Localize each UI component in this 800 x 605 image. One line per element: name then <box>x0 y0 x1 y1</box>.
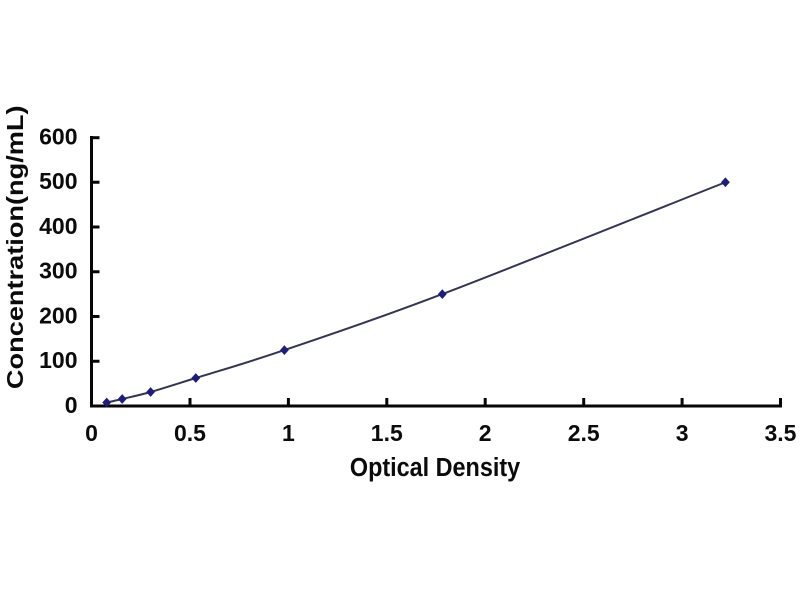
svg-text:2.5: 2.5 <box>568 420 600 446</box>
svg-text:200: 200 <box>39 303 77 329</box>
svg-text:300: 300 <box>39 258 77 284</box>
svg-text:3.5: 3.5 <box>765 420 797 446</box>
svg-text:0: 0 <box>85 420 98 446</box>
svg-text:Optical Density: Optical Density <box>350 454 520 482</box>
svg-text:3: 3 <box>676 420 689 446</box>
svg-text:Concentration(ng/mL): Concentration(ng/mL) <box>3 105 29 389</box>
svg-text:0: 0 <box>65 392 78 418</box>
svg-text:500: 500 <box>39 168 77 194</box>
svg-text:600: 600 <box>39 124 77 150</box>
svg-text:400: 400 <box>39 213 77 239</box>
svg-text:0.5: 0.5 <box>174 420 206 446</box>
svg-text:100: 100 <box>39 347 77 373</box>
svg-text:1: 1 <box>282 420 295 446</box>
svg-text:2: 2 <box>479 420 492 446</box>
svg-text:1.5: 1.5 <box>371 420 403 446</box>
